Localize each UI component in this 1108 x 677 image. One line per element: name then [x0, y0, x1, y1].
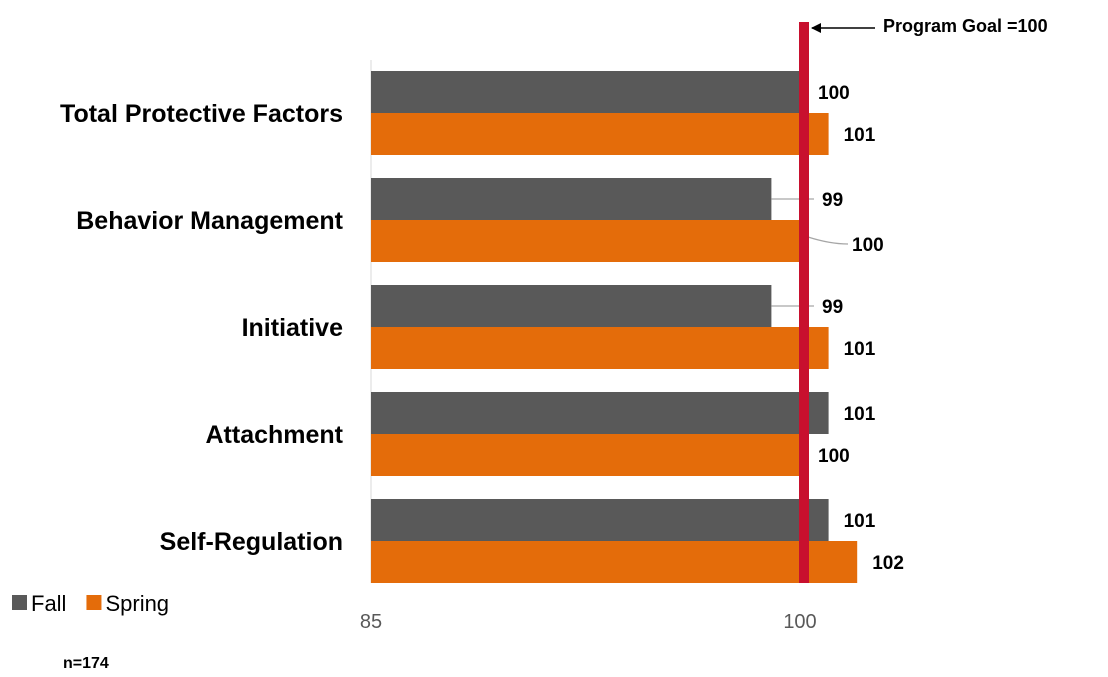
data-label-fall-behavior-management: 99 [822, 190, 843, 211]
category-label-self-regulation: Self-Regulation [160, 528, 343, 556]
data-label-fall-total-protective-factors: 100 [818, 83, 850, 104]
legend: Fall Spring n=174 [12, 591, 169, 672]
data-label-spring-initiative: 101 [844, 339, 876, 360]
bar-spring-behavior-management [371, 220, 800, 262]
bar-spring-total-protective-factors [371, 113, 829, 155]
data-label-spring-self-regulation: 102 [872, 553, 904, 574]
bar-spring-self-regulation [371, 541, 858, 583]
legend-label-fall: Fall [31, 591, 66, 616]
data-label-spring-total-protective-factors: 101 [844, 125, 876, 146]
bar-spring-initiative [371, 327, 829, 369]
bar-fall-initiative [371, 285, 772, 327]
data-label-spring-behavior-management: 100 [852, 235, 884, 256]
x-tick-label-100: 100 [783, 611, 816, 633]
bar-fall-self-regulation [371, 499, 829, 541]
category-label-total-protective-factors: Total Protective Factors [60, 100, 343, 128]
legend-swatch-spring [86, 595, 102, 610]
bars-layer [371, 71, 858, 583]
data-label-fall-attachment: 101 [844, 404, 876, 425]
legend-label-spring: Spring [105, 591, 169, 616]
axis-layer: 85 100 Total Protective Factors Behavior Ma… [60, 60, 817, 633]
goal-layer: Program Goal =100 [799, 16, 1048, 583]
bar-fall-attachment [371, 392, 829, 434]
bar-fall-total-protective-factors [371, 71, 800, 113]
bar-spring-attachment [371, 434, 800, 476]
data-label-fall-self-regulation: 101 [844, 511, 876, 532]
category-label-initiative: Initiative [242, 314, 344, 342]
program-goal-label: Program Goal =100 [883, 16, 1048, 36]
x-tick-label-85: 85 [360, 611, 382, 633]
legend-swatch-fall [12, 595, 27, 610]
category-label-attachment: Attachment [205, 421, 343, 449]
sample-size-note: n=174 [63, 655, 109, 672]
category-label-behavior-management: Behavior Management [76, 207, 343, 235]
leader-line-spring-behavior-management [807, 236, 849, 245]
data-label-fall-initiative: 99 [822, 297, 843, 318]
program-goal-line [799, 22, 809, 583]
data-label-spring-attachment: 100 [818, 446, 850, 467]
bar-fall-behavior-management [371, 178, 772, 220]
